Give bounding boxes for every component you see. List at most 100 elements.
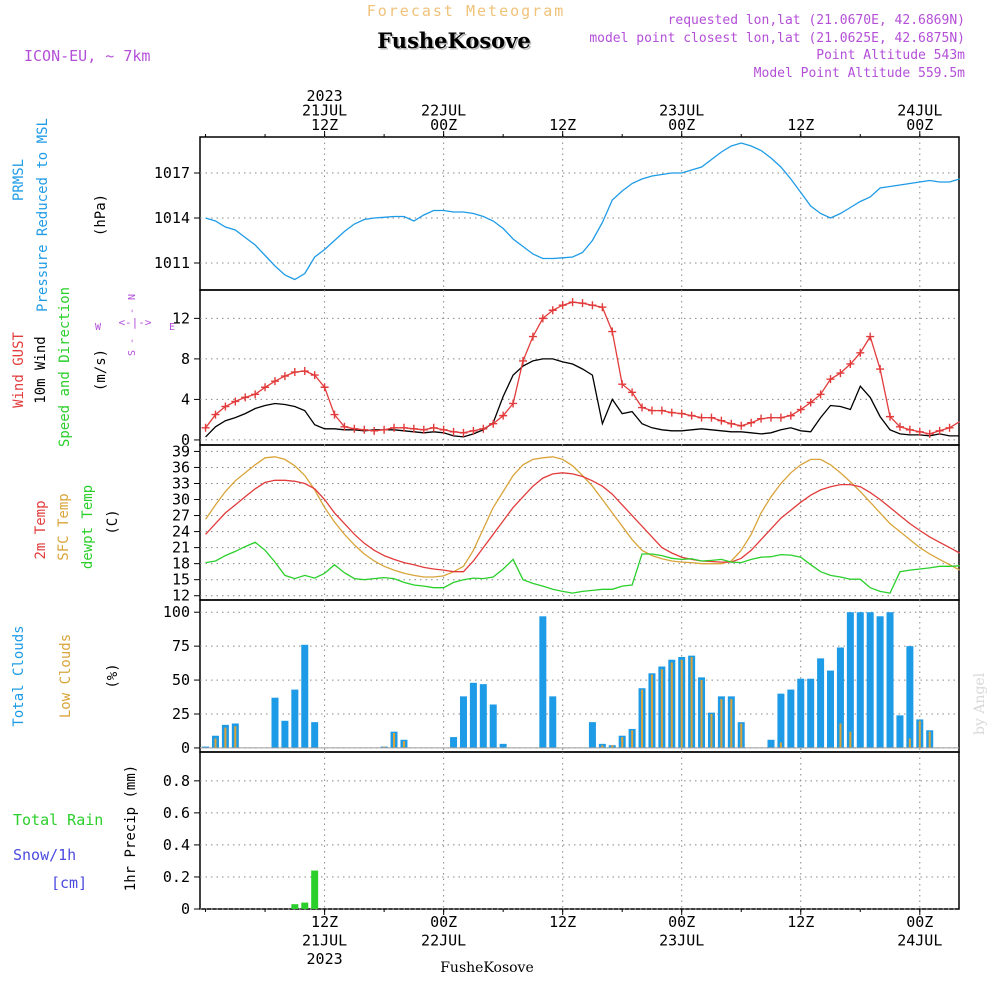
y-tick-label: 12 [172,309,190,327]
wind-gust-label: Wind GUST [11,332,27,408]
gust-marker [667,408,676,417]
compass-rose: N - <-|-> W E - S [95,294,175,356]
y-tick-label: 8 [181,350,190,368]
y-tick-label: 1011 [154,254,190,272]
gust-marker [528,332,537,341]
total-cloud-bar [281,720,289,748]
low-cloud-bar [700,680,703,748]
wind-unit: (m/s) [93,349,109,391]
gust-marker [628,388,637,397]
total-cloud-bar [539,616,547,748]
total-cloud-bar [896,715,904,748]
gust-marker [826,375,835,384]
watermark: by Angel [972,672,988,735]
gust-marker [866,332,875,341]
gust-marker [786,411,795,420]
gust-marker [310,371,319,380]
gust-marker [677,409,686,418]
bottom-time-label: 22JUL [421,932,466,950]
low-cloud-bar [918,720,921,748]
gust-marker [776,413,785,422]
total-cloud-bar [827,670,835,748]
gust-marker [350,424,359,433]
temp-dewpt-label: dewpt Temp [80,485,96,569]
top-time-label: 12Z [787,116,814,134]
gust-marker [657,406,666,415]
total-cloud-bar [450,737,458,748]
low-cloud-bar [849,731,852,748]
low-cloud-bar [680,659,683,748]
gust-marker [211,410,220,419]
y-tick-label: 15 [172,571,190,589]
y-tick-label: 0.2 [163,868,190,886]
gust-marker [925,429,934,438]
total-cloud-bar [807,678,815,748]
temp-unit: (C) [105,509,121,534]
low-cloud-bar [402,741,405,748]
total-cloud-bar [301,644,309,748]
total-cloud-bar [846,612,854,748]
gust-marker [538,314,547,323]
gust-marker [380,425,389,434]
gust-marker [717,416,726,425]
gust-marker [905,425,914,434]
gust-marker [221,402,230,411]
gust-marker [895,422,904,431]
bottom-time-label: 00Z [668,913,695,931]
total-cloud-bar [777,693,785,748]
rain-bar [301,902,309,909]
bottom-time-label: 24JUL [897,932,942,950]
model-name: ICON-EU, ~ 7km [24,47,150,65]
y-tick-label: 36 [172,458,190,476]
low-clouds-label: Low Clouds [58,634,74,718]
low-cloud-bar [383,746,386,748]
snow-label: Snow/1h [13,846,76,864]
gust-marker [618,380,627,389]
compass-west: W [95,322,102,333]
gust-marker [836,369,845,378]
gust-marker [499,411,508,420]
bottom-time-label: 00Z [430,913,457,931]
wind-line [205,358,960,438]
total-cloud-bar [886,612,894,748]
y-tick-label: 0 [181,900,190,918]
total-cloud-bar [479,684,487,748]
requested-point: requested lon,lat (21.0670E, 42.6869N) [668,13,965,28]
low-cloud-bar [670,662,673,748]
gust-marker [638,403,647,412]
gust-marker [251,390,260,399]
low-cloud-bar [214,738,217,748]
top-time-label: 00Z [430,116,457,134]
low-cloud-bar [601,745,604,748]
gust-marker [261,383,270,392]
gust-marker [816,390,825,399]
y-tick-label: 0.8 [163,772,190,790]
y-tick-label: 4 [181,390,190,408]
total-cloud-bar [291,689,299,748]
svg-text:-: - [127,308,138,314]
y-tick-label: 1017 [154,164,190,182]
temp-2m-label: 2m Temp [33,500,49,559]
low-cloud-bar [631,730,634,748]
total-cloud-bar [906,646,914,748]
bottom-time-label: 12Z [787,913,814,931]
rain-bar [311,870,319,909]
gust-marker [290,368,299,377]
gust-marker [707,413,716,422]
top-time-label: 22JUL [421,102,466,120]
top-time-label: 12Z [311,116,338,134]
total-cloud-bar [489,704,497,748]
top-time-label: 21JUL [302,102,347,120]
bottom-time-label: 00Z [906,913,933,931]
gust-marker [598,303,607,312]
gust-marker [796,405,805,414]
temp-sfc-label: SFC Temp [56,493,72,560]
gust-marker [201,423,210,432]
point-altitude: Point Altitude 543m [816,48,965,63]
gust-marker [856,348,865,357]
low-cloud-bar [720,699,723,748]
top-time-label: 00Z [668,116,695,134]
y-tick-label: 24 [172,523,190,541]
pressure-unit: (hPa) [93,194,109,236]
